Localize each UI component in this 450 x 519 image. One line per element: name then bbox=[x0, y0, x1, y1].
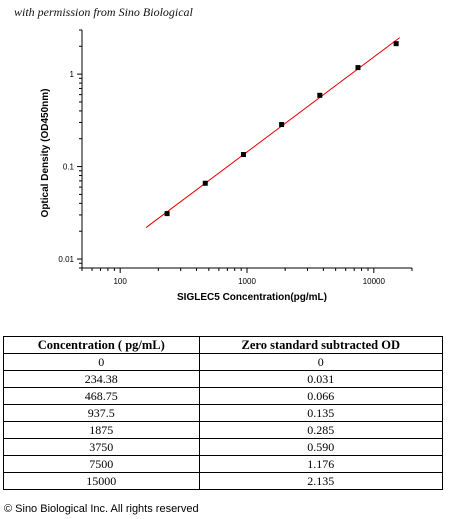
cell-od: 0.066 bbox=[198, 387, 444, 405]
chart-ticks: 100 1000 10000 0.01 0.1 1 bbox=[58, 29, 413, 286]
table-row: 468.75 0.066 bbox=[3, 387, 444, 405]
data-point bbox=[393, 41, 399, 47]
header-od: Zero standard subtracted OD bbox=[198, 336, 444, 354]
cell-od: 0.285 bbox=[198, 421, 444, 439]
standard-data-table: Concentration ( pg/mL) Zero standard sub… bbox=[3, 336, 444, 490]
data-point bbox=[355, 65, 361, 71]
permission-note: with permission from Sino Biological bbox=[14, 5, 193, 19]
table-row: 7500 1.176 bbox=[3, 455, 444, 473]
cell-od: 1.176 bbox=[198, 455, 444, 473]
cell-concentration: 7500 bbox=[3, 455, 200, 473]
y-tick-label: 0.1 bbox=[63, 163, 75, 172]
fit-line bbox=[145, 37, 401, 228]
data-point bbox=[202, 180, 208, 186]
cell-od: 0.031 bbox=[198, 370, 444, 388]
cell-od: 2.135 bbox=[198, 472, 444, 490]
table-row: 937.5 0.135 bbox=[3, 404, 444, 422]
x-tick-label: 100 bbox=[113, 277, 127, 286]
cell-concentration: 1875 bbox=[3, 421, 200, 439]
data-point bbox=[164, 211, 170, 217]
cell-od: 0.590 bbox=[198, 438, 444, 456]
cell-concentration: 15000 bbox=[3, 472, 200, 490]
header-concentration: Concentration ( pg/mL) bbox=[3, 336, 200, 354]
x-axis-title: SIGLEC5 Concentration(pg/mL) bbox=[177, 292, 327, 303]
cell-od: 0.135 bbox=[198, 404, 444, 422]
cell-od: 0 bbox=[198, 353, 444, 371]
data-point bbox=[317, 92, 323, 98]
od-standard-curve-chart: 100 1000 10000 0.01 0.1 1 SIGLEC5 Concentrati… bbox=[40, 29, 413, 303]
y-axis-title: Optical Density (OD450nm) bbox=[40, 89, 51, 218]
cell-concentration: 234.38 bbox=[3, 370, 200, 388]
x-tick-label: 1000 bbox=[238, 277, 256, 286]
cell-concentration: 0 bbox=[3, 353, 200, 371]
x-tick-label: 10000 bbox=[363, 277, 386, 286]
table-header-row: Concentration ( pg/mL) Zero standard sub… bbox=[3, 336, 444, 354]
data-point bbox=[279, 122, 285, 128]
cell-concentration: 3750 bbox=[3, 438, 200, 456]
copyright-notice: © Sino Biological Inc. All rights reserv… bbox=[4, 503, 199, 515]
table-row: 234.38 0.031 bbox=[3, 370, 444, 388]
cell-concentration: 468.75 bbox=[3, 387, 200, 405]
cell-concentration: 937.5 bbox=[3, 404, 200, 422]
y-tick-label: 0.01 bbox=[58, 255, 74, 264]
y-tick-label: 1 bbox=[70, 70, 75, 79]
table-row: 3750 0.590 bbox=[3, 438, 444, 456]
table-row: 15000 2.135 bbox=[3, 472, 444, 490]
chart-points bbox=[164, 41, 399, 217]
data-point bbox=[240, 152, 246, 158]
chart-fit-line bbox=[145, 37, 401, 228]
table-row: 1875 0.285 bbox=[3, 421, 444, 439]
